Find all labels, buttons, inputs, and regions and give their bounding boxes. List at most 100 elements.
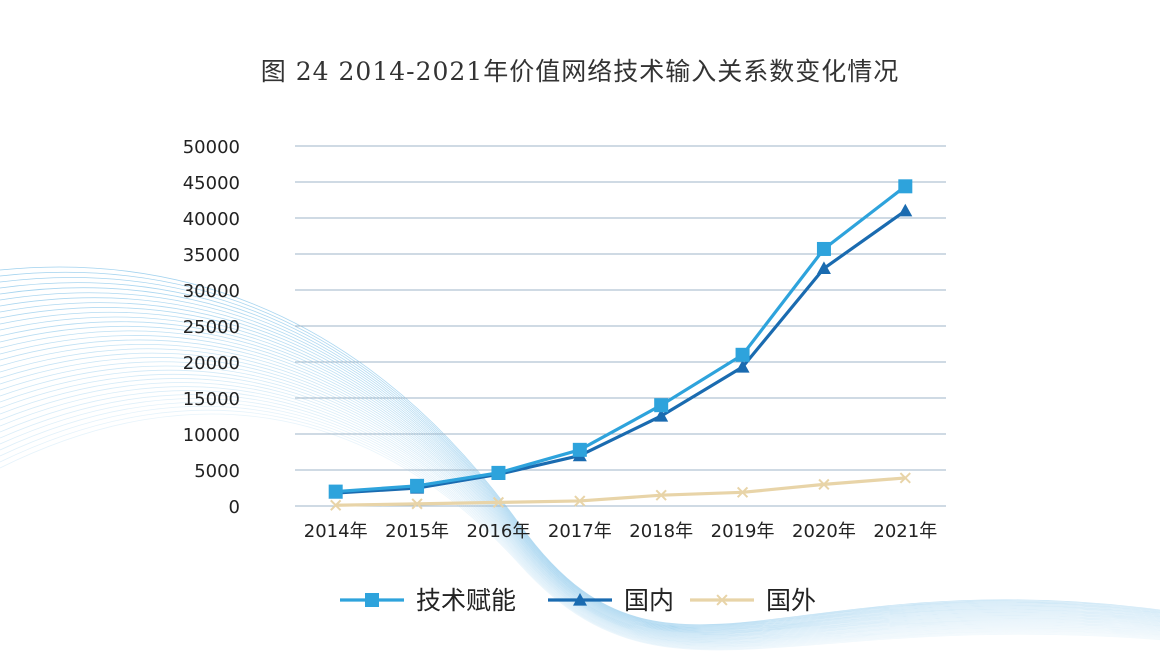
legend-label: 技术赋能: [416, 586, 516, 615]
wave-line: [0, 321, 1160, 634]
wave-line: [0, 330, 1160, 635]
data-point: [411, 498, 423, 510]
data-point: [573, 593, 587, 606]
wave-line: [0, 311, 1160, 632]
decorative-waves: [0, 266, 1160, 651]
x-tick-label: 2018年: [629, 521, 693, 542]
wave-line: [0, 282, 1160, 628]
y-axis-ticks: 0 5000 10000 15000 20000 25000 30000 35000 40000…: [183, 137, 240, 518]
wave-line: [0, 409, 1160, 650]
data-point: [898, 203, 913, 217]
wave-line: [0, 398, 1160, 648]
wave-line: [0, 292, 1160, 629]
y-tick-label: 30000: [183, 281, 240, 302]
x-tick-label: 2019年: [711, 521, 775, 542]
wave-line: [0, 352, 1160, 639]
wave-line: [0, 287, 1160, 629]
legend: 技术赋能 国内 国外: [340, 586, 816, 615]
data-point: [898, 179, 913, 194]
data-point: [328, 484, 343, 499]
marker-stroke: [818, 478, 830, 491]
legend-item: 国内: [548, 586, 674, 615]
wave-line: [0, 390, 1160, 646]
wave-line: [0, 405, 1160, 649]
wave-line: [0, 386, 1160, 645]
data-point: [655, 489, 667, 501]
x-tick-label: 2021年: [873, 521, 937, 542]
gridlines: [295, 145, 946, 507]
y-tick-label: 10000: [183, 425, 240, 446]
series-技术赋能: [328, 179, 913, 499]
data-point: [818, 478, 830, 491]
y-tick-label: 35000: [183, 245, 240, 266]
wave-line: [0, 369, 1160, 642]
wave-line: [0, 297, 1160, 630]
wave-line: [0, 302, 1160, 631]
wave-line: [0, 394, 1160, 647]
y-tick-label: 45000: [183, 173, 240, 194]
wave-line: [0, 271, 1160, 626]
data-point: [716, 594, 728, 606]
data-point: [572, 442, 587, 457]
wave-line: [0, 402, 1160, 648]
marker-stroke: [330, 499, 342, 511]
data-point: [654, 409, 669, 422]
data-point: [654, 398, 669, 413]
x-tick-label: 2014年: [304, 521, 368, 542]
wave-line: [0, 316, 1160, 633]
series-国外: [330, 472, 911, 511]
legend-item: 技术赋能: [340, 586, 516, 615]
x-axis-ticks: 2014年 2015年 2016年 2017年 2018年 2019年 2020年 2021年: [304, 521, 937, 542]
marker-stroke: [736, 486, 749, 498]
wave-line: [0, 382, 1160, 645]
marker-stroke: [411, 498, 423, 510]
wave-line: [0, 344, 1160, 638]
y-tick-label: 0: [229, 497, 240, 518]
wave-line: [0, 361, 1160, 641]
marker-stroke: [899, 472, 911, 484]
data-point: [410, 478, 425, 493]
x-tick-label: 2015年: [385, 521, 449, 542]
x-tick-label: 2020年: [792, 521, 856, 542]
wave-line: [0, 307, 1160, 632]
data-point: [735, 360, 750, 373]
data-point: [899, 472, 911, 484]
marker-stroke: [716, 594, 728, 606]
data-point: [816, 241, 831, 256]
legend-label: 国内: [624, 586, 674, 615]
y-tick-label: 25000: [183, 317, 240, 338]
data-point: [574, 495, 586, 507]
y-tick-label: 15000: [183, 389, 240, 410]
wave-line: [0, 378, 1160, 644]
legend-item: 国外: [690, 586, 816, 615]
data-point: [736, 486, 749, 498]
wave-line: [0, 357, 1160, 640]
marker-stroke: [492, 496, 505, 509]
y-tick-label: 5000: [194, 461, 240, 482]
data-point: [330, 499, 342, 511]
chart-title: 图 24 2014-2021年价值网络技术输入关系数变化情况: [260, 57, 900, 86]
y-tick-label: 40000: [183, 209, 240, 230]
series-group: [328, 179, 913, 511]
wave-line: [0, 277, 1160, 627]
data-point: [735, 347, 750, 362]
x-tick-label: 2017年: [548, 521, 612, 542]
y-tick-label: 50000: [183, 137, 240, 158]
wave-line: [0, 326, 1160, 635]
marker-stroke: [655, 489, 667, 501]
x-tick-label: 2016年: [467, 521, 531, 542]
data-point: [492, 496, 505, 509]
wave-line: [0, 365, 1160, 642]
marker-stroke: [574, 495, 586, 507]
data-point: [365, 593, 379, 607]
wave-line: [0, 348, 1160, 639]
y-tick-label: 20000: [183, 353, 240, 374]
series-line: [335, 476, 906, 507]
wave-line: [0, 335, 1160, 636]
series-line: [335, 185, 907, 494]
series-line: [335, 209, 907, 495]
wave-line: [0, 266, 1160, 626]
data-point: [816, 261, 831, 274]
